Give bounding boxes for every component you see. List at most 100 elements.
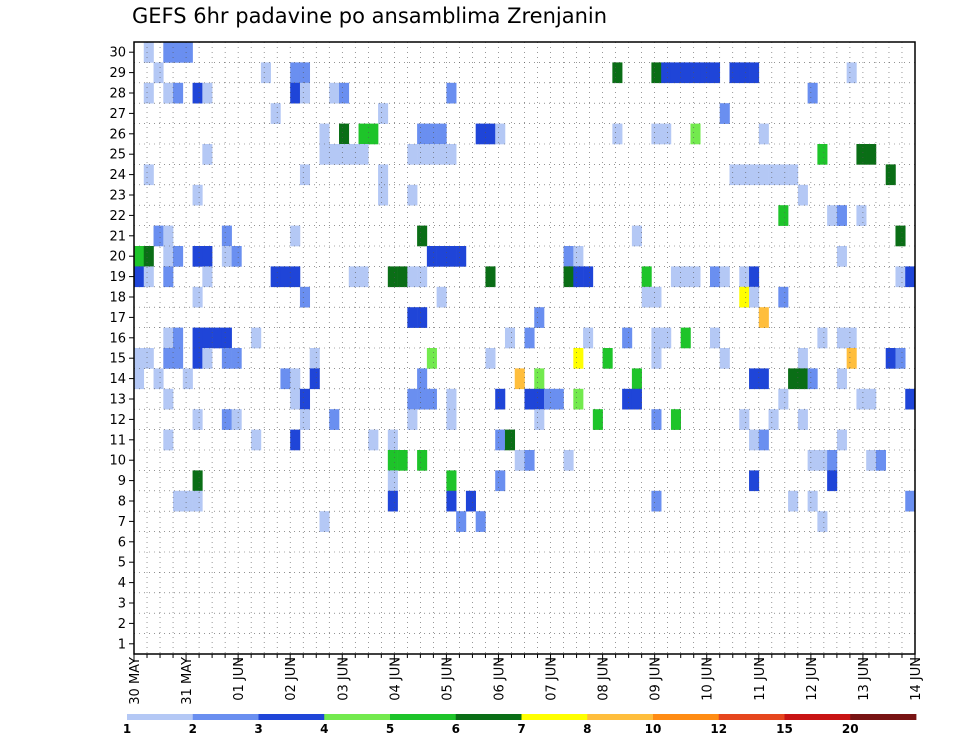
heatmap-cell [661,123,672,145]
heatmap-cell [290,266,301,288]
heatmap-cell [163,388,174,410]
y-tick-label: 20 [109,250,126,265]
heatmap-cell [202,348,213,369]
heatmap-cell [339,123,350,145]
y-tick-label: 21 [109,229,126,244]
heatmap-cell [446,490,457,512]
heatmap-cell [846,327,857,349]
heatmap-cell [573,388,584,410]
x-tick-label: 01 JUN [232,657,247,701]
heatmap-cell [407,266,418,288]
heatmap-cell [709,266,721,288]
heatmap-cell [495,123,506,145]
heatmap-cell [221,348,232,369]
y-tick-label: 26 [109,127,126,142]
heatmap-cell [641,286,652,308]
x-tick-label: 07 JUN [545,657,560,701]
colorbar-swatch [127,714,194,720]
heatmap-cell [788,164,799,186]
heatmap-cell [807,368,818,390]
heatmap-cell [563,246,574,267]
heatmap-cell [680,327,691,349]
heatmap-cell [378,184,389,206]
heatmap-cell [807,450,818,471]
heatmap-cell [504,327,516,349]
heatmap-cell [670,62,681,84]
heatmap-cell [387,450,398,471]
heatmap-cell [641,266,652,288]
heatmap-cell [856,205,867,226]
colorbar-swatch [521,714,588,720]
heatmap-cell [583,266,594,288]
heatmap-cell [583,327,594,349]
x-tick-label: 31 MAY [180,657,195,705]
heatmap-cell [192,82,203,104]
heatmap-cell [651,348,662,369]
heatmap-cell [397,450,408,471]
heatmap-cell [817,327,828,349]
heatmap-cell [465,490,476,512]
heatmap-cell [446,470,457,492]
heatmap-cell [758,123,769,145]
heatmap-cell [397,266,408,288]
heatmap-cell [231,348,242,369]
y-tick-label: 25 [109,148,126,163]
heatmap-cell [856,144,867,165]
heatmap-cell [426,123,437,145]
heatmap-cell [163,348,174,369]
colorbar-swatch [390,714,457,720]
heatmap-cell [827,470,838,492]
colorbar-swatch [192,714,259,720]
heatmap-cell [319,123,330,145]
heatmap-cell [563,450,574,471]
heatmap-cell [573,266,584,288]
x-tick-label: 05 JUN [440,657,455,701]
heatmap-cell [192,409,203,430]
heatmap-cell [290,429,301,451]
colorbar-swatch [784,714,851,720]
heatmap-cell [143,266,154,288]
y-tick-label: 9 [118,474,126,489]
heatmap-cell [280,266,291,288]
heatmap-cell [875,450,887,471]
heatmap-cell [700,62,711,84]
heatmap-cell [749,470,760,492]
heatmap-cell [417,144,428,165]
heatmap-cell [260,62,271,84]
y-tick-label: 12 [109,413,126,428]
heatmap-cell [143,42,154,63]
heatmap-cell [426,348,437,369]
heatmap-cell [173,42,184,63]
heatmap-cell [690,123,701,145]
heatmap-cell [299,62,311,84]
x-tick-label: 06 JUN [492,657,507,701]
heatmap-cell [446,409,457,430]
x-tick-label: 04 JUN [388,657,403,701]
y-tick-label: 27 [109,107,126,122]
heatmap-cell [739,409,750,430]
y-axis: 1234567891011121314151617181920212223242… [109,46,134,652]
heatmap-cell [378,103,389,124]
colorbar-label: 2 [189,722,197,736]
heatmap-cell [797,348,808,369]
heatmap-cell [749,286,760,308]
heatmap-cell [504,429,516,451]
heatmap-cell [456,246,467,267]
heatmap-cell [631,225,642,247]
y-tick-label: 1 [118,637,126,652]
colorbar-label: 1 [123,722,131,736]
y-tick-label: 29 [109,66,126,81]
y-tick-label: 22 [109,209,126,224]
heatmap-cell [485,348,496,369]
heatmap-cell [163,42,174,63]
heatmap-cell [719,103,730,124]
heatmap-cell [524,450,535,471]
y-tick-label: 11 [109,433,126,448]
heatmap-cell [182,368,193,390]
heatmap-cell [729,164,740,186]
heatmap-cell [182,490,193,512]
grid-lines [134,42,915,654]
x-tick-label: 12 JUN [805,657,820,701]
heatmap-cell [407,144,418,165]
heatmap-cell [866,450,877,471]
